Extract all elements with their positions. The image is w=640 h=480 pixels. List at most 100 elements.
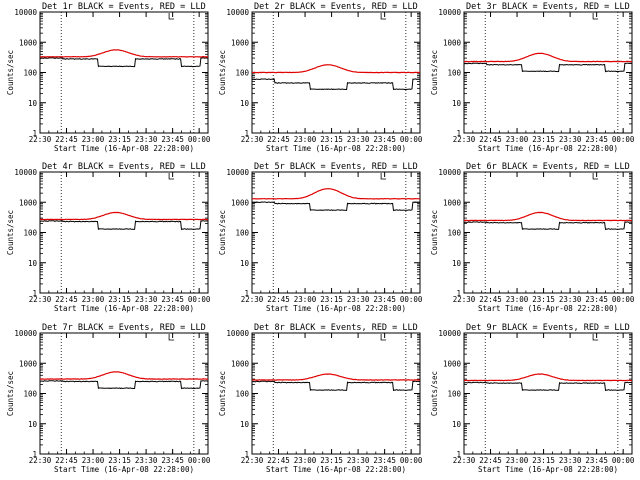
y-tick-label: 10 — [28, 420, 38, 429]
x-tick-label: 23:45 — [373, 295, 396, 304]
x-axis-label: Start Time (16-Apr-08 22:28:00) — [54, 304, 194, 313]
y-tick-label: 10000 — [14, 329, 37, 338]
x-tick-label: 22:45 — [479, 295, 502, 304]
x-axis-label: Start Time (16-Apr-08 22:28:00) — [266, 144, 406, 153]
x-tick-label: 23:15 — [532, 135, 555, 144]
y-tick-label: 10 — [240, 420, 250, 429]
y-tick-label: 10 — [240, 99, 250, 108]
series-lld-line — [463, 373, 633, 382]
panel-det-9r: Det 9r BLACK = Events, RED = LLD 1 10 100 10… — [430, 323, 635, 474]
panel-title: Det 9r BLACK = Events, RED = LLD — [466, 323, 630, 333]
y-axis-label: Counts/sec — [430, 210, 439, 255]
panel-det-1r: Det 1r BLACK = Events, RED = LLD 1 10 100 10… — [6, 2, 211, 153]
y-tick-label: 1000 — [443, 198, 462, 207]
attenuator-marker — [168, 173, 175, 180]
x-tick-label: 00:00 — [188, 135, 211, 144]
series-lld-line — [251, 188, 421, 200]
x-tick-label: 23:00 — [294, 456, 317, 465]
x-tick-label: 23:15 — [108, 456, 131, 465]
panel-det-8r: Det 8r BLACK = Events, RED = LLD 1 10 100 10… — [218, 323, 423, 474]
x-tick-label: 23:30 — [559, 295, 582, 304]
series-lld-line — [251, 64, 421, 74]
series-events-line — [40, 57, 209, 68]
x-axis-label: Start Time (16-Apr-08 22:28:00) — [54, 144, 194, 153]
y-tick-label: 100 — [23, 229, 37, 238]
panel-det-4r: Det 4r BLACK = Events, RED = LLD 1 10 100 10… — [6, 162, 211, 313]
x-tick-label: 23:15 — [108, 135, 131, 144]
y-tick-label: 10 — [452, 420, 462, 429]
x-tick-label: 22:30 — [453, 295, 476, 304]
panel-det-7r: Det 7r BLACK = Events, RED = LLD 1 10 100 10… — [6, 323, 211, 474]
x-tick-label: 23:45 — [585, 135, 608, 144]
plot-frame — [39, 332, 209, 455]
plot-frame — [463, 11, 633, 134]
attenuator-marker — [380, 173, 387, 180]
x-tick-label: 00:00 — [612, 135, 635, 144]
x-tick-label: 23:45 — [373, 456, 396, 465]
x-tick-label: 22:45 — [267, 295, 290, 304]
x-tick-label: 22:30 — [29, 295, 52, 304]
panel-title: Det 5r BLACK = Events, RED = LLD — [254, 162, 418, 172]
series-events-line — [252, 380, 421, 392]
x-tick-label: 22:45 — [55, 295, 78, 304]
x-tick-label: 23:15 — [532, 456, 555, 465]
plot-frame — [251, 332, 421, 455]
x-tick-label: 23:00 — [82, 295, 105, 304]
y-tick-label: 100 — [235, 229, 249, 238]
x-tick-label: 22:30 — [29, 456, 52, 465]
x-tick-label: 23:30 — [135, 135, 158, 144]
y-axis-label: Counts/sec — [218, 210, 227, 255]
x-axis-label: Start Time (16-Apr-08 22:28:00) — [478, 304, 618, 313]
x-tick-label: 23:30 — [559, 135, 582, 144]
x-tick-label: 23:00 — [82, 456, 105, 465]
y-tick-label: 10 — [240, 259, 250, 268]
y-tick-label: 10000 — [226, 329, 249, 338]
y-tick-label: 10 — [452, 99, 462, 108]
x-tick-label: 22:45 — [55, 135, 78, 144]
y-axis-label: Counts/sec — [6, 210, 15, 255]
x-tick-label: 23:00 — [294, 295, 317, 304]
x-tick-label: 00:00 — [188, 295, 211, 304]
x-tick-label: 22:45 — [267, 456, 290, 465]
x-tick-label: 23:00 — [506, 135, 529, 144]
y-tick-label: 1 — [456, 450, 461, 459]
panel-title: Det 4r BLACK = Events, RED = LLD — [42, 162, 206, 172]
x-tick-label: 00:00 — [400, 295, 423, 304]
panel-title: Det 2r BLACK = Events, RED = LLD — [254, 2, 418, 12]
series-events-line — [40, 220, 209, 231]
y-tick-label: 1 — [244, 450, 249, 459]
y-tick-label: 100 — [447, 229, 461, 238]
y-axis-label: Counts/sec — [430, 50, 439, 95]
y-tick-label: 10000 — [14, 8, 37, 17]
x-tick-label: 22:45 — [479, 456, 502, 465]
x-tick-label: 22:30 — [241, 295, 264, 304]
plot-frame — [463, 332, 633, 455]
x-tick-label: 23:30 — [135, 456, 158, 465]
attenuator-marker — [592, 13, 599, 20]
y-tick-label: 1 — [244, 129, 249, 138]
panel-det-6r: Det 6r BLACK = Events, RED = LLD 1 10 100 10… — [430, 162, 635, 313]
y-tick-label: 10000 — [438, 8, 461, 17]
series-events-line — [464, 62, 633, 73]
y-tick-label: 1 — [244, 289, 249, 298]
y-tick-label: 10000 — [438, 329, 461, 338]
attenuator-marker — [592, 173, 599, 180]
y-tick-label: 10000 — [226, 8, 249, 17]
y-tick-label: 100 — [23, 390, 37, 399]
x-tick-label: 23:30 — [135, 295, 158, 304]
y-tick-label: 1 — [32, 450, 37, 459]
x-tick-label: 23:45 — [161, 295, 184, 304]
x-tick-label: 22:45 — [479, 135, 502, 144]
plot-frame — [463, 171, 633, 294]
y-tick-label: 1 — [456, 289, 461, 298]
series-events-line — [252, 78, 421, 91]
panel-title: Det 1r BLACK = Events, RED = LLD — [42, 2, 206, 12]
attenuator-marker — [592, 334, 599, 341]
panel-title: Det 3r BLACK = Events, RED = LLD — [466, 2, 630, 12]
y-tick-label: 1000 — [231, 38, 250, 47]
attenuator-marker — [380, 13, 387, 20]
x-tick-label: 23:15 — [320, 135, 343, 144]
x-tick-label: 23:45 — [373, 135, 396, 144]
x-tick-label: 22:30 — [453, 456, 476, 465]
y-tick-label: 1 — [32, 129, 37, 138]
